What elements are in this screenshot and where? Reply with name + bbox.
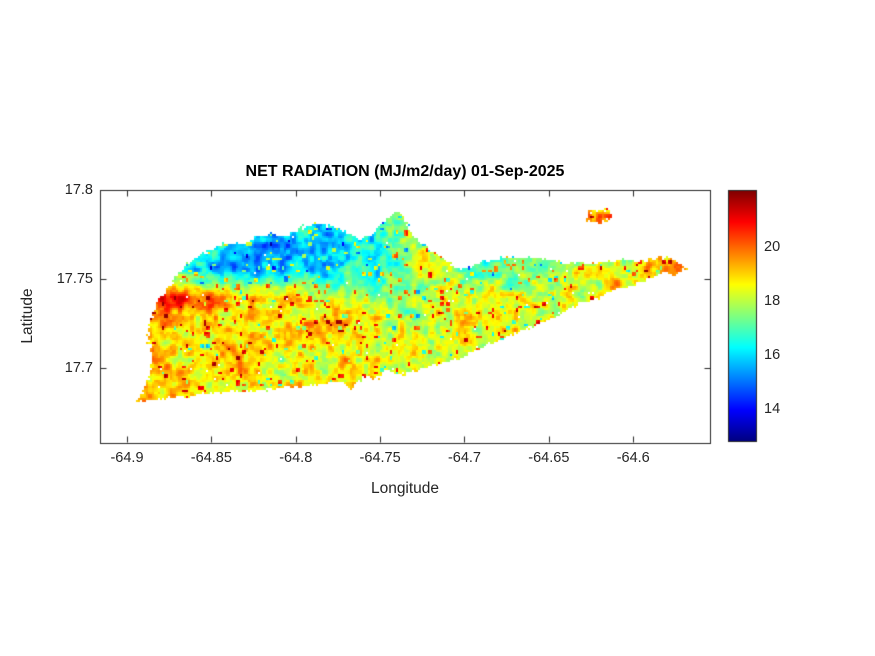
y-tick-label: 17.8 [64, 182, 93, 198]
x-tick-label: -64.85 [190, 450, 232, 466]
colorbar-tick-label: 16 [764, 346, 781, 363]
x-tick-label: -64.75 [359, 450, 401, 466]
y-tick-label: 17.75 [56, 270, 93, 287]
x-axis-label: Longitude [370, 480, 440, 497]
x-tick-label: -64.8 [279, 450, 313, 466]
colorbar-tick-label: 20 [764, 238, 781, 255]
x-tick-label: -64.65 [528, 450, 570, 466]
x-tick-label: -64.6 [616, 450, 650, 466]
chart-title: NET RADIATION (MJ/m2/day) 01-Sep-2025 [245, 163, 565, 180]
x-tick-label: -64.9 [110, 450, 144, 466]
colorbar-tick-label: 18 [764, 292, 781, 309]
y-axis-label: Latitude [19, 288, 36, 344]
y-tick-label: 17.7 [64, 359, 93, 376]
x-tick-label: -64.7 [447, 450, 481, 466]
colorbar-tick-label: 14 [764, 400, 781, 417]
